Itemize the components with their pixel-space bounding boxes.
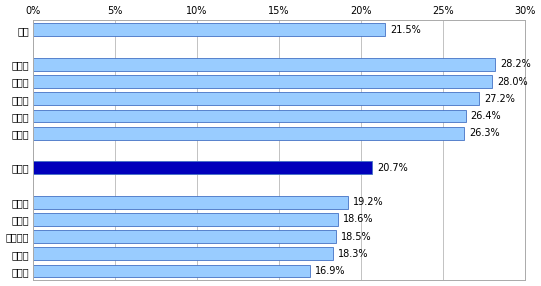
Text: 18.6%: 18.6% (343, 214, 373, 224)
Bar (33, 161, 372, 174)
Bar (33, 75, 492, 88)
Text: 26.4%: 26.4% (471, 111, 502, 121)
Bar (33, 23, 386, 36)
Text: 26.3%: 26.3% (469, 128, 500, 138)
Text: 18.3%: 18.3% (338, 249, 368, 259)
Text: 28.2%: 28.2% (500, 59, 531, 69)
Bar (33, 92, 479, 105)
Text: 19.2%: 19.2% (353, 197, 384, 207)
Bar (33, 230, 337, 243)
Text: 18.5%: 18.5% (341, 232, 372, 242)
Bar (33, 213, 338, 226)
Text: 28.0%: 28.0% (497, 77, 527, 87)
Text: 27.2%: 27.2% (484, 94, 514, 104)
Text: 20.7%: 20.7% (377, 163, 408, 173)
Bar (33, 58, 495, 71)
Bar (33, 110, 466, 122)
Bar (33, 127, 464, 140)
Bar (33, 196, 348, 208)
Text: 21.5%: 21.5% (391, 25, 421, 35)
Bar (33, 265, 310, 277)
Text: 16.9%: 16.9% (315, 266, 346, 276)
Bar (33, 247, 333, 260)
